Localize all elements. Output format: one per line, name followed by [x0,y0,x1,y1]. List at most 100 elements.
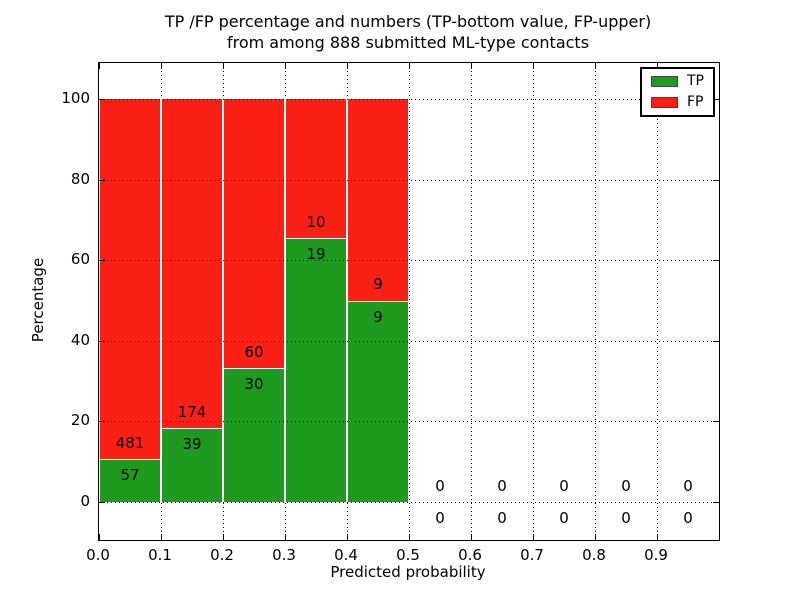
tp-count-label: 0 [621,509,631,528]
x-tick-label: 0.3 [272,546,296,564]
bar-fp-segment [223,99,285,368]
bar-tp-segment [161,428,223,502]
y-tick-mark [99,340,105,342]
legend-label-fp: FP [687,94,704,110]
bar-tp-segment [285,237,347,502]
tp-count-label: 57 [120,466,140,485]
tp-count-label: 0 [435,509,445,528]
tp-count-label: 39 [182,435,202,454]
x-tick-mark [595,63,596,69]
v-gridline [471,63,472,540]
legend-swatch-fp-icon [651,96,678,108]
h-gridline [99,421,719,423]
x-tick-mark [285,63,286,69]
x-tick-mark [161,63,162,69]
plot-area: TP FP 481 57 174 39 60 30 10 19 9 9 0 0 0 0 0 0 0 0 0 0 [98,62,720,541]
chart-title-line1: TP /FP percentage and numbers (TP-bottom… [164,12,652,31]
y-axis-label: Percentage [29,257,47,343]
h-gridline [99,179,719,181]
x-tick-mark [657,63,658,69]
x-tick-mark [471,534,472,540]
y-tick-mark [99,502,105,503]
y-tick-mark [713,179,719,181]
tp-count-label: 30 [244,374,264,393]
x-tick-label: 0.9 [644,546,668,564]
x-tick-label: 0.1 [148,546,172,564]
y-tick-mark [99,421,105,423]
fp-count-label: 481 [115,434,145,453]
bar-fp-segment [161,99,223,429]
fp-count-label: 9 [373,275,383,294]
legend: TP FP [640,67,715,117]
v-gridline [533,63,534,540]
y-tick-label: 100 [61,89,90,107]
y-tick-mark [713,340,719,342]
x-tick-mark [409,534,410,540]
legend-label-tp: TP [687,73,704,89]
x-tick-label: 0.5 [396,546,420,564]
fp-count-label: 10 [306,212,326,231]
legend-entry-tp: TP [651,74,704,88]
x-axis-label: Predicted probability [330,563,486,581]
fp-count-label: 0 [559,476,569,495]
x-tick-mark [657,534,658,540]
x-tick-mark [285,534,286,540]
x-tick-label: 0.8 [582,546,606,564]
y-tick-mark [713,99,719,100]
x-tick-label: 0.7 [520,546,544,564]
legend-entry-fp: FP [651,95,704,109]
y-tick-label: 20 [70,411,90,430]
legend-swatch-tp-icon [651,75,678,87]
x-tick-mark [533,534,534,540]
y-tick-label: 0 [80,492,90,510]
tp-count-label: 19 [306,245,326,264]
fp-count-label: 0 [621,476,631,495]
y-tick-label: 40 [70,330,90,349]
h-gridline [99,260,719,262]
y-tick-label: 60 [70,250,90,269]
v-gridline [409,63,410,540]
x-tick-label: 0.2 [210,546,234,564]
bar-fp-segment [285,99,347,238]
bar-fp-segment [347,99,409,301]
y-tick-mark [99,260,105,262]
bar-fp-segment [99,99,161,460]
fp-count-label: 0 [497,476,507,495]
tp-count-label: 0 [559,509,569,528]
x-tick-mark [223,63,224,69]
v-gridline [595,63,596,540]
x-tick-mark [99,534,100,540]
x-tick-label: 0.4 [334,546,358,564]
tp-count-label: 0 [497,509,507,528]
y-tick-label: 80 [70,169,90,188]
fp-count-label: 174 [177,403,207,422]
x-tick-mark [223,534,224,540]
x-tick-mark [161,534,162,540]
chart-title: TP /FP percentage and numbers (TP-bottom… [98,11,718,53]
bar-tp-segment [223,367,285,502]
y-tick-mark [713,260,719,262]
bar-tp-segment [347,300,409,502]
tp-count-label: 0 [683,509,693,528]
h-gridline [99,340,719,342]
chart-title-line2: from among 888 submitted ML-type contact… [226,33,590,52]
x-tick-mark [471,63,472,69]
x-tick-mark [347,534,348,540]
y-tick-mark [713,502,719,503]
tp-count-label: 9 [373,307,383,326]
x-tick-mark [409,63,410,69]
y-tick-mark [99,179,105,181]
x-tick-mark [533,63,534,69]
h-gridline [99,99,719,100]
x-tick-mark [347,63,348,69]
y-tick-mark [713,421,719,423]
y-tick-mark [99,99,105,100]
x-tick-label: 0.6 [458,546,482,564]
fp-count-label: 0 [435,476,445,495]
x-tick-mark [99,63,100,69]
bar-tp-segment [99,459,161,502]
v-gridline [657,63,658,540]
fp-count-label: 0 [683,476,693,495]
fp-count-label: 60 [244,342,264,361]
